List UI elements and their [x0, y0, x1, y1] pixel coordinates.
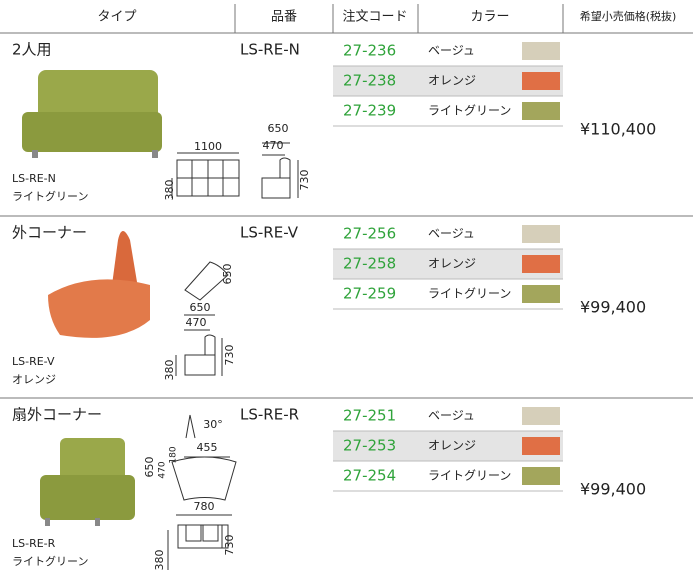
dimension: 1100 [194, 140, 222, 153]
order-code: 27-251 [343, 407, 396, 425]
order-code: 27-253 [343, 437, 396, 455]
header-cell: 注文コード [342, 10, 407, 25]
dimension: 455 [197, 441, 218, 454]
dimension: 470 [186, 316, 207, 329]
order-code: 27-256 [343, 225, 396, 243]
dimension: 470 [158, 461, 168, 478]
color-name: ライトグリーン [428, 104, 511, 118]
order-code: 27-238 [343, 72, 396, 90]
caption-code: LS-RE-V [12, 355, 55, 368]
color-name: ベージュ [428, 44, 475, 58]
order-code: 27-259 [343, 285, 396, 303]
product-name: 外コーナー [12, 224, 87, 242]
color-name: オレンジ [428, 74, 476, 88]
product-code: LS-RE-V [240, 224, 299, 242]
swatch [522, 72, 560, 90]
product-name: 扇外コーナー [12, 406, 102, 424]
dimension: 380 [163, 180, 176, 201]
caption-color: ライトグリーン [12, 554, 88, 568]
text-layer: タイプ 品番 注文コード カラー 希望小売価格(税抜) 2人用 LS-RE-N LS-RE-N… [0, 4, 693, 571]
swatch [522, 225, 560, 243]
dimension: 380 [163, 360, 176, 381]
dimension: 650 [268, 122, 289, 135]
color-name: ライトグリーン [428, 469, 511, 483]
order-code: 27-236 [343, 42, 396, 60]
swatch [522, 407, 560, 425]
swatch [522, 437, 560, 455]
header-cell: タイプ [97, 10, 136, 25]
swatch [522, 255, 560, 273]
swatch [522, 467, 560, 485]
product-code: LS-RE-N [240, 41, 300, 59]
dimension: 730 [298, 170, 311, 191]
header-cell: 希望小売価格(税抜) [580, 9, 677, 23]
dimension: 180 [169, 446, 179, 463]
color-name: オレンジ [428, 257, 476, 271]
price: ¥99,400 [580, 298, 646, 317]
color-name: ベージュ [428, 409, 475, 423]
diagrams [167, 142, 299, 570]
dimension: 780 [194, 500, 215, 513]
caption-code: LS-RE-R [12, 537, 56, 550]
dimension: 470 [263, 139, 284, 152]
dimension: 30° [203, 418, 223, 431]
header-cell: 品番 [271, 10, 297, 25]
dimension: 650 [221, 264, 234, 285]
order-code: 27-254 [343, 467, 396, 485]
caption-color: オレンジ [12, 373, 56, 386]
caption-color: ライトグリーン [12, 189, 88, 203]
product-name: 2人用 [12, 41, 52, 59]
product-code: LS-RE-R [240, 406, 299, 424]
price: ¥110,400 [580, 120, 656, 139]
swatch [522, 102, 560, 120]
swatch [522, 42, 560, 60]
dimension: 650 [143, 457, 156, 478]
dimension: 380 [153, 550, 166, 571]
order-code: 27-239 [343, 102, 396, 120]
dimension: 650 [190, 301, 211, 314]
order-code: 27-258 [343, 255, 396, 273]
color-name: オレンジ [428, 439, 476, 453]
dimension: 730 [223, 535, 236, 556]
swatch [522, 285, 560, 303]
dimension: 730 [223, 345, 236, 366]
product-images [22, 70, 162, 526]
header-cell: カラー [470, 10, 509, 25]
color-name: ライトグリーン [428, 287, 511, 301]
caption-code: LS-RE-N [12, 172, 56, 185]
price: ¥99,400 [580, 480, 646, 499]
color-name: ベージュ [428, 227, 475, 241]
